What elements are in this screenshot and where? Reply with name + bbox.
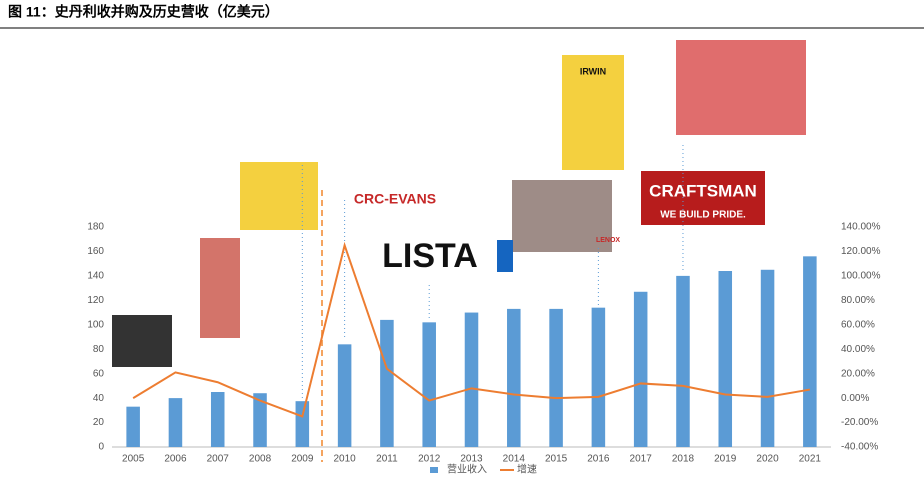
logo-text: CRAFTSMAN — [649, 181, 757, 200]
bar — [126, 406, 140, 447]
y2-tick-label: -20.00% — [841, 417, 878, 428]
bar — [676, 275, 690, 447]
bar — [422, 322, 436, 447]
x-tick-label: 2014 — [503, 454, 526, 465]
y-tick-label: 180 — [87, 222, 104, 233]
x-tick-label: 2006 — [164, 454, 187, 465]
legend-swatch — [430, 467, 438, 473]
y2-tick-label: 80.00% — [841, 295, 875, 306]
bar — [591, 307, 606, 447]
y-tick-label: 120 — [87, 295, 104, 306]
x-tick-label: 2007 — [207, 454, 230, 465]
y-tick-label: 100 — [87, 319, 104, 330]
x-tick-label: 2010 — [333, 454, 356, 465]
legend-label: 营业收入 — [447, 463, 487, 476]
logo-text: IRWIN — [580, 66, 606, 76]
irwin-image — [562, 55, 624, 170]
x-tick-label: 2017 — [630, 454, 653, 465]
x-tick-label: 2015 — [545, 454, 568, 465]
bar — [803, 256, 817, 447]
y2-tick-label: -40.00% — [841, 442, 878, 453]
craftsman-logo — [641, 171, 765, 225]
y2-tick-label: 40.00% — [841, 344, 875, 355]
bar — [549, 308, 563, 447]
bar — [760, 269, 775, 447]
x-tick-label: 2018 — [672, 454, 695, 465]
y2-tick-label: 120.00% — [841, 246, 881, 257]
lista-mark — [497, 240, 513, 272]
y-tick-label: 80 — [93, 344, 105, 355]
y2-tick-label: 140.00% — [841, 222, 881, 233]
x-tick-label: 2008 — [249, 454, 272, 465]
y-tick-label: 20 — [93, 417, 105, 428]
bar — [210, 392, 225, 447]
y2-tick-label: 20.00% — [841, 368, 875, 379]
drill-image — [112, 315, 172, 367]
y2-tick-label: 60.00% — [841, 319, 875, 330]
bar — [380, 319, 394, 447]
x-tick-label: 2020 — [756, 454, 779, 465]
logo-text: LISTA — [382, 237, 478, 275]
x-tick-label: 2011 — [376, 454, 398, 465]
bar — [295, 401, 310, 447]
bar — [633, 291, 648, 447]
holesaw-image — [512, 180, 612, 252]
y2-tick-label: 100.00% — [841, 271, 881, 282]
bar — [253, 393, 267, 447]
chart-title: 图 11：史丹利收并购及历史营收（亿美元） — [8, 4, 279, 20]
x-tick-label: 2005 — [122, 454, 145, 465]
x-tick-label: 2021 — [799, 454, 822, 465]
x-tick-label: 2016 — [587, 454, 610, 465]
x-tick-label: 2012 — [418, 454, 441, 465]
bar — [464, 312, 479, 447]
logo-text: CRC-EVANS — [354, 191, 436, 207]
mower-image — [676, 40, 806, 135]
logo-text: WE BUILD PRIDE. — [660, 210, 746, 221]
y-tick-label: 160 — [87, 246, 104, 257]
impact-image — [240, 162, 318, 230]
legend-label: 增速 — [517, 463, 537, 476]
bar — [718, 271, 733, 447]
y-tick-label: 60 — [93, 368, 105, 379]
x-tick-label: 2009 — [291, 454, 314, 465]
y-tick-label: 0 — [98, 442, 104, 453]
bar — [337, 344, 352, 447]
wrench-image — [200, 238, 240, 338]
bar — [168, 398, 183, 447]
y2-tick-label: 0.00% — [841, 393, 869, 404]
bar — [507, 308, 521, 447]
x-tick-label: 2013 — [460, 454, 483, 465]
logo-text: LENOX — [596, 237, 620, 244]
x-tick-label: 2019 — [714, 454, 737, 465]
y-tick-label: 40 — [93, 393, 105, 404]
line — [132, 241, 811, 418]
y-tick-label: 140 — [87, 271, 104, 282]
